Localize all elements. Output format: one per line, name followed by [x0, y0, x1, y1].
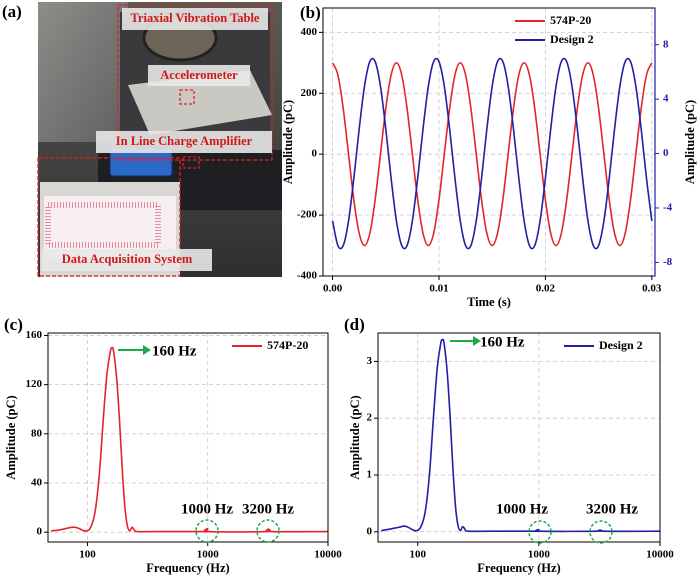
- label-box: [122, 8, 268, 30]
- chart-panel: (c) 100 1000 10000 0 40 80 120 160 574P-20 Frequen…: [4, 315, 342, 575]
- highlight-box: [179, 89, 195, 105]
- x-tick-label: 0.01: [429, 283, 448, 295]
- chart-panel: (b) 0.00 0.01 0.02 0.03 -400 -200 0 200 400 -8 -4 0 4…: [281, 3, 697, 309]
- x-tick-label: 100: [409, 549, 426, 561]
- y-tick-label: -400: [297, 270, 318, 282]
- y-axis-title: Amplitude (pC): [281, 100, 295, 184]
- y-tick-label: 200: [301, 87, 318, 99]
- annotation: 1000 Hz: [181, 501, 233, 517]
- y-tick-label: 0: [37, 526, 43, 538]
- y2-tick-label: 8: [663, 38, 669, 50]
- x-tick-label: 10000: [646, 549, 674, 561]
- y-tick-label: -200: [297, 209, 318, 221]
- x-tick-label: 10000: [314, 549, 342, 561]
- photo-label: In Line Charge Amplifier: [116, 134, 253, 148]
- plot-frame: [322, 7, 656, 277]
- y2-tick-label: -4: [663, 202, 673, 214]
- y-tick-label: 3: [367, 355, 373, 367]
- label-box: [96, 131, 272, 153]
- series-line: [381, 338, 660, 533]
- x-tick-label: 1000: [197, 549, 220, 561]
- y2-tick-label: 0: [663, 147, 669, 159]
- annotation: 3200 Hz: [242, 501, 294, 517]
- panel-label: (c): [4, 315, 23, 334]
- series-line: [331, 62, 653, 247]
- panel-label: (b): [300, 3, 321, 22]
- y-tick-label: 120: [26, 378, 43, 390]
- x-axis-title: Time (s): [467, 295, 511, 309]
- annotation-circle: [195, 519, 219, 543]
- annotation-circle: [528, 520, 552, 544]
- x-tick-label: 0.03: [642, 283, 662, 295]
- photo-label: Triaxial Vibration Table: [131, 11, 260, 25]
- plot-frame: [377, 332, 661, 543]
- panel-label: (a): [2, 2, 22, 21]
- highlight-box: [117, 4, 273, 161]
- screen-signal: [45, 202, 161, 248]
- legend-label: 574P-20: [550, 13, 591, 27]
- annotation: 1000 Hz: [496, 501, 548, 517]
- y-axis-title: Amplitude (pC): [4, 395, 18, 479]
- annotation-arrowhead: [143, 345, 151, 355]
- y-tick-label: 2: [367, 412, 373, 424]
- x-axis-title: Frequency (Hz): [477, 561, 560, 575]
- photo-panel: (a) Triaxial Vibration Table Acceleromet…: [2, 2, 282, 277]
- label-box: [148, 65, 250, 86]
- y-tick-label: 80: [31, 427, 43, 439]
- photo-label: Accelerometer: [160, 68, 238, 82]
- x-tick-label: 0.00: [323, 283, 343, 295]
- y2-axis-title: Amplitude (pC): [683, 100, 697, 184]
- annotation: 160 Hz: [480, 334, 525, 350]
- y-tick-label: 0: [312, 148, 318, 160]
- annotation-arrowhead: [473, 336, 481, 346]
- y-tick-label: 1: [367, 469, 373, 481]
- legend-label: Design 2: [599, 338, 643, 352]
- photo-label: Data Acquisition System: [62, 252, 193, 266]
- y-tick-label: 400: [301, 26, 318, 38]
- highlight-box: [37, 157, 181, 277]
- photo-floor: [38, 2, 128, 142]
- y-tick-label: 0: [367, 525, 373, 537]
- annotation: 160 Hz: [152, 343, 197, 359]
- series-line: [51, 346, 328, 533]
- y2-tick-label: -8: [663, 256, 673, 268]
- panel-label: (d): [344, 315, 365, 334]
- x-tick-label: 1000: [528, 549, 551, 561]
- table-top: [128, 70, 272, 135]
- annotation: 3200 Hz: [586, 501, 638, 517]
- plot-frame: [47, 332, 329, 543]
- annotation-circle: [256, 519, 280, 543]
- x-tick-label: 100: [79, 549, 96, 561]
- highlight-box: [182, 156, 200, 169]
- x-tick-label: 0.02: [536, 283, 556, 295]
- y-tick-label: 160: [26, 329, 43, 341]
- x-axis-title: Frequency (Hz): [146, 561, 229, 575]
- annotation-circle: [589, 520, 613, 544]
- chart-panel: (d) 100 1000 10000 0 1 2 3 Design 2 Frequency (Hz…: [344, 315, 674, 575]
- series-line: [331, 57, 653, 250]
- label-box: [42, 249, 212, 271]
- y2-tick-label: 4: [663, 93, 669, 105]
- legend-label: 574P-20: [267, 338, 308, 352]
- legend-label: Design 2: [550, 32, 594, 46]
- y-tick-label: 40: [31, 477, 43, 489]
- y-axis-title: Amplitude (pC): [348, 395, 362, 479]
